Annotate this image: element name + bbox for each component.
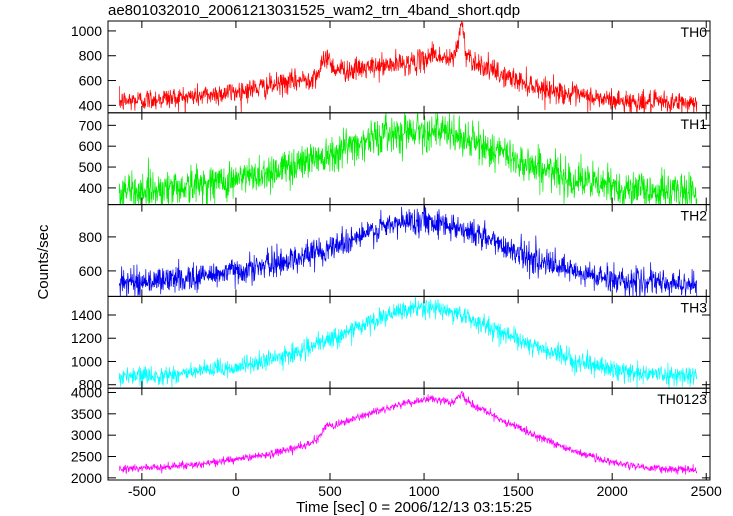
x-axis: -500 0 500 1000 1500 2000 2500 xyxy=(128,483,722,499)
series-line-th0 xyxy=(118,21,698,113)
x-tick-label: 2500 xyxy=(691,483,722,499)
y-tick-label: 600 xyxy=(79,263,103,279)
y-tick-label: 600 xyxy=(79,73,103,89)
y-tick-label: 400 xyxy=(79,97,103,113)
x-tick-label: 1000 xyxy=(408,483,439,499)
y-tick-label: 700 xyxy=(79,117,103,133)
y-tick-label: 800 xyxy=(79,377,103,393)
y-tick-label: 2000 xyxy=(71,470,102,486)
x-tick-label: 0 xyxy=(232,483,240,499)
y-tick-label: 600 xyxy=(79,138,103,154)
x-tick-label: 2000 xyxy=(597,483,628,499)
panel-th0123: 2000 2500 3000 3500 4000 TH0123 xyxy=(71,384,711,486)
panel-name: TH1 xyxy=(681,116,708,132)
x-axis-label: Time [sec] 0 = 2006/12/13 03:15:25 xyxy=(296,499,532,516)
panel-name: TH0123 xyxy=(657,391,707,407)
panel-frame xyxy=(107,387,711,481)
x-tick-label: -500 xyxy=(128,483,156,499)
page-title: ae801032010_20061213031525_wam2_trn_4ban… xyxy=(108,2,521,19)
y-tick-label: 4000 xyxy=(71,384,102,400)
y-axis-label: Counts/sec xyxy=(35,224,52,300)
y-tick-label: 3500 xyxy=(71,406,102,422)
series-line-th1 xyxy=(118,112,698,205)
panel-name: TH0 xyxy=(681,24,708,40)
x-tick-label: 500 xyxy=(318,483,342,499)
panel-th2: 600 800 TH2 xyxy=(79,204,711,297)
panel-th0: 400 600 800 1000 TH0 xyxy=(71,20,711,113)
chart-panels: 400 600 800 1000 TH0 400 500 600 700 TH1 600 800 TH2… xyxy=(71,20,722,499)
x-tick-label: 1500 xyxy=(503,483,534,499)
series-line-th2 xyxy=(118,205,698,297)
y-tick-label: 1200 xyxy=(71,330,102,346)
y-tick-label: 1400 xyxy=(71,307,102,323)
y-tick-label: 1000 xyxy=(71,23,102,39)
y-tick-label: 800 xyxy=(79,48,103,64)
series-line-th0123 xyxy=(118,390,698,475)
panel-name: TH3 xyxy=(681,299,708,315)
y-tick-label: 500 xyxy=(79,159,103,175)
y-tick-label: 800 xyxy=(79,229,103,245)
y-tick-label: 1000 xyxy=(71,353,102,369)
y-tick-label: 400 xyxy=(79,180,103,196)
series-line-th3 xyxy=(118,296,698,389)
y-tick-label: 2500 xyxy=(71,449,102,465)
panel-name: TH2 xyxy=(681,208,708,224)
y-tick-label: 3000 xyxy=(71,427,102,443)
panel-th3: 800 1000 1200 1400 TH3 xyxy=(71,295,711,393)
panel-th1: 400 500 600 700 TH1 xyxy=(79,112,711,206)
